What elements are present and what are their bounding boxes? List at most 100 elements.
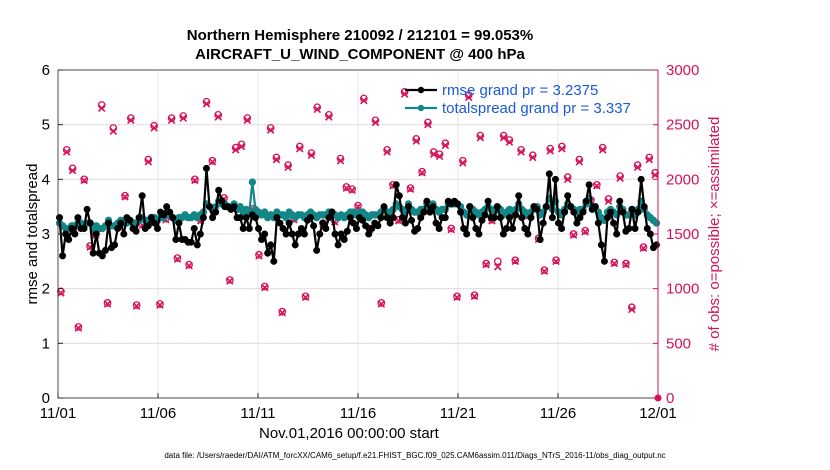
obs-assimilated-stroke <box>243 116 252 125</box>
obs-possible-point <box>482 259 491 268</box>
obs-assimilated-point <box>144 158 153 166</box>
obs-assimilated-stroke <box>593 182 601 190</box>
rmse-point <box>555 219 563 227</box>
obs-assimilated-point <box>272 155 281 164</box>
obs-possible-point <box>610 258 619 267</box>
obs-assimilated-point <box>167 116 176 125</box>
obs-assimilated-point <box>622 260 630 269</box>
rmse-point <box>478 216 486 224</box>
obs-assimilated-stroke <box>121 193 129 201</box>
obs-assimilated-stroke <box>342 184 351 192</box>
obs-assimilated-stroke <box>494 263 502 271</box>
rmse-point <box>294 230 302 238</box>
obs-assimilated-point <box>598 146 607 154</box>
obs-possible-point <box>377 299 386 307</box>
rmse-point <box>643 225 651 233</box>
rmse-point <box>542 203 550 211</box>
obs-assimilated-stroke <box>552 257 560 266</box>
obs-assimilated-stroke <box>412 137 421 145</box>
obs-assimilated-point <box>179 114 188 122</box>
obs-possible-point <box>103 299 112 307</box>
rmse-point <box>325 214 333 222</box>
obs-assimilated-point <box>284 163 292 172</box>
obs-assimilated-stroke <box>371 118 380 127</box>
rmse-point <box>346 214 354 222</box>
obs-assimilated-stroke <box>313 105 321 114</box>
obs-assimilated-point <box>191 176 199 185</box>
obs-assimilated-stroke <box>68 166 77 175</box>
obs-assimilated-point <box>255 252 263 260</box>
rmse-point <box>86 219 94 227</box>
rmse-point <box>597 241 605 249</box>
spread-point <box>260 208 269 216</box>
x-tick-label: 11/06 <box>140 405 176 422</box>
obs-assimilated-stroke <box>546 147 554 155</box>
obs-assimilated-stroke <box>132 302 141 310</box>
rmse-point <box>463 230 471 238</box>
rmse-point <box>239 225 247 233</box>
obs-assimilated-stroke <box>505 138 514 146</box>
rmse-point <box>499 230 507 238</box>
obs-assimilated-point <box>517 148 525 156</box>
rmse-point <box>386 219 394 227</box>
obs-assimilated-stroke <box>307 151 316 160</box>
obs-assimilated-stroke <box>517 148 525 156</box>
obs-possible-point <box>225 276 234 284</box>
obs-assimilated-stroke <box>464 93 473 102</box>
obs-assimilated-stroke <box>74 324 83 332</box>
obs-assimilated-stroke <box>424 120 432 129</box>
rmse-point <box>466 203 474 211</box>
obs-assimilated-point <box>278 308 287 317</box>
rmse-point <box>71 230 79 238</box>
rmse-point <box>634 208 642 216</box>
rmse-point <box>212 208 220 216</box>
obs-count-series <box>57 88 662 402</box>
footer-data-file: data file: /Users/raeder/DAI/ATM_forcXX/… <box>164 451 666 460</box>
rmse-point <box>628 205 636 213</box>
rmse-point <box>172 235 180 243</box>
obs-possible-point <box>348 185 357 194</box>
obs-assimilated-point <box>499 134 508 142</box>
rmse-point <box>267 241 275 249</box>
obs-assimilated-stroke <box>185 261 193 270</box>
y-left-axis-title: rmse and totalspread <box>24 164 41 305</box>
obs-assimilated-stroke <box>616 174 624 183</box>
obs-assimilated-stroke <box>604 197 613 205</box>
rmse-point <box>218 197 226 205</box>
rmse-point <box>62 230 70 238</box>
obs-assimilated-point <box>214 113 222 121</box>
rmse-point <box>401 219 409 227</box>
obs-assimilated-point <box>464 93 473 102</box>
rmse-point <box>610 219 618 227</box>
obs-assimilated-stroke <box>435 152 444 161</box>
rmse-point <box>74 214 82 222</box>
rmse-point <box>322 225 330 233</box>
rmse-point <box>126 216 134 224</box>
rmse-point <box>395 192 403 200</box>
obs-assimilated-point <box>593 182 601 190</box>
y-left-tick-label: 3 <box>42 226 50 243</box>
axes: 11/01 11/06 11/11 11/16 11/21 11/26 12/0101234… <box>24 62 723 422</box>
obs-assimilated-point <box>342 184 351 192</box>
rmse-point <box>640 203 648 211</box>
rmse-point <box>117 219 125 227</box>
rmse-point <box>475 230 483 238</box>
obs-assimilated-stroke <box>470 292 479 301</box>
obs-assimilated-point <box>74 324 83 332</box>
obs-possible-point <box>301 292 310 301</box>
rmse-point <box>551 175 559 183</box>
rmse-point <box>273 214 281 222</box>
obs-assimilated-stroke <box>558 144 566 153</box>
rmse-point <box>270 257 278 265</box>
rmse-point <box>545 170 553 178</box>
rmse-point <box>613 230 621 238</box>
obs-assimilated-point <box>226 277 234 285</box>
rmse-point <box>484 197 492 205</box>
rmse-point <box>368 225 376 233</box>
chart-title: Northern Hemisphere 210092 / 212101 = 99… <box>186 27 534 44</box>
obs-possible-point <box>406 184 415 192</box>
obs-assimilated-point <box>97 104 106 113</box>
rmse-point <box>625 225 633 233</box>
rmse-point <box>169 214 177 222</box>
obs-possible-point <box>569 230 578 238</box>
